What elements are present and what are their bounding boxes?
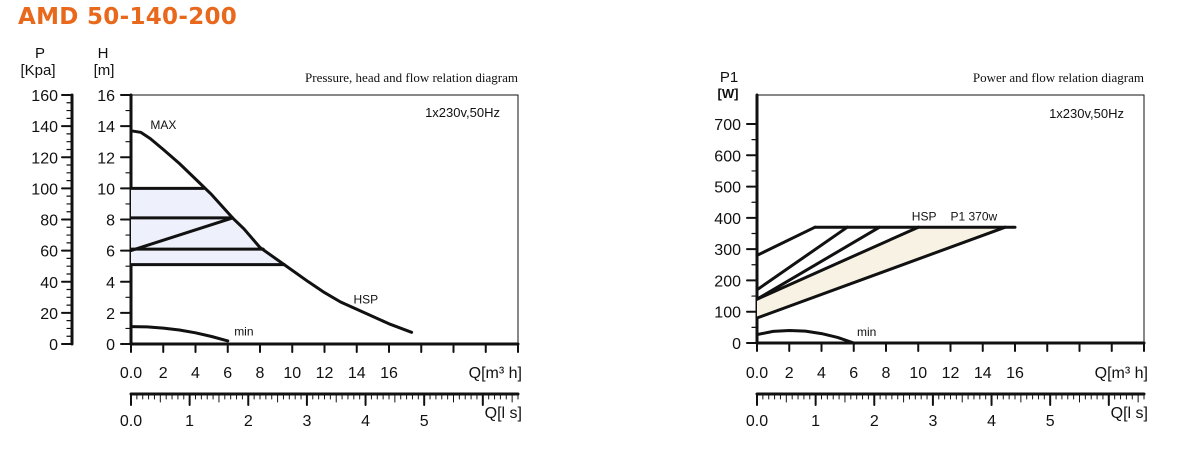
flow-m3h-tick-label: 0.0 [120, 365, 142, 382]
power-tick-label: 400 [714, 211, 741, 228]
pressure-chart-note: 1x230v,50Hz [425, 105, 500, 120]
power-chart-note: 1x230v,50Hz [1049, 106, 1124, 121]
flow-ls-tick-label: 0.0 [120, 413, 142, 430]
flow-ls-tick-label: 1 [185, 413, 194, 430]
power-flow-ls-tick-label: 1 [811, 413, 820, 430]
head-tick-label: 0 [106, 337, 115, 354]
power-p1-label: P1 370w [951, 209, 998, 223]
pressure-tick-label: 80 [40, 213, 58, 230]
flow-ls-tick-label: 5 [420, 413, 429, 430]
power-flow-m3h-axis-label: Q[m³ h] [1095, 365, 1148, 382]
power-hsp-label: HSP [912, 209, 937, 223]
power-flow-m3h-tick-label: 10 [909, 365, 927, 382]
pressure-tick-label: 100 [31, 181, 58, 198]
series-line-hsp [282, 263, 414, 334]
power-series-line [755, 329, 856, 345]
power-flow-m3h-tick-label: 6 [849, 365, 858, 382]
power-tick-label: 200 [714, 273, 741, 290]
head-axis-name: H [98, 45, 109, 62]
pressure-tick-label: 40 [40, 275, 58, 292]
flow-m3h-tick-label: 2 [159, 365, 168, 382]
flow-m3h-axis-label: Q[m³ h] [469, 365, 522, 382]
flow-m3h-tick-label: 8 [256, 365, 265, 382]
pressure-tick-label: 160 [31, 88, 58, 105]
power-axis-unit: [W] [718, 86, 739, 101]
head-tick-label: 16 [97, 88, 115, 105]
power-flow-ls-tick-label: 4 [987, 413, 996, 430]
power-tick-label: 0 [732, 336, 741, 353]
power-tick-label: 500 [714, 180, 741, 197]
flow-m3h-tick-label: 16 [380, 365, 398, 382]
proportional-pressure-line [129, 216, 235, 253]
flow-m3h-tick-label: 4 [191, 365, 200, 382]
power-flow-m3h-tick-label: 2 [785, 365, 794, 382]
power-flow-ls-tick-label: 5 [1046, 413, 1055, 430]
head-tick-label: 4 [106, 275, 115, 292]
power-flow-m3h-tick-label: 8 [882, 365, 891, 382]
power-chart-title: Power and flow relation diagram [973, 70, 1144, 85]
head-tick-label: 6 [106, 244, 115, 261]
series-line-min [129, 325, 230, 343]
power-flow-ls-tick-label: 2 [870, 413, 879, 430]
min-curve-label: min [234, 324, 253, 338]
power-rising-line [755, 225, 1007, 320]
power-rising-line [755, 225, 817, 257]
power-flow-m3h-tick-label: 0.0 [746, 365, 768, 382]
power-flow-ls-tick-label: 3 [928, 413, 937, 430]
power-tick-label: 700 [714, 117, 741, 134]
power-flow-ls-tick-label: 0.0 [746, 413, 768, 430]
head-tick-label: 2 [106, 306, 115, 323]
flow-m3h-tick-label: 12 [316, 365, 334, 382]
pressure-tick-label: 0 [49, 337, 58, 354]
hsp-curve-label: HSP [354, 293, 379, 307]
pressure-chart-title: Pressure, head and flow relation diagram [305, 70, 518, 85]
flow-m3h-tick-label: 14 [348, 365, 366, 382]
power-rising-line [755, 225, 881, 301]
power-flow-ls-axis-label: Q[l s] [1111, 405, 1148, 422]
power-axis-name: P1 [720, 69, 738, 86]
pressure-tick-label: 20 [40, 306, 58, 323]
head-axis-unit: [m] [94, 62, 115, 79]
power-flow-m3h-tick-label: 14 [974, 365, 992, 382]
series-line-max [129, 129, 286, 267]
power-flow-m3h-tick-label: 16 [1006, 365, 1024, 382]
head-tick-label: 12 [97, 150, 115, 167]
power-rising-line [755, 225, 849, 292]
power-flow-m3h-tick-label: 4 [817, 365, 826, 382]
head-tick-label: 8 [106, 213, 115, 230]
power-tick-label: 100 [714, 305, 741, 322]
pressure-axis-unit: [Kpa] [20, 62, 55, 79]
flow-ls-tick-label: 2 [244, 413, 253, 430]
page-title: AMD 50-140-200 [18, 4, 238, 30]
power-rising-line [755, 225, 920, 301]
pressure-tick-label: 60 [40, 244, 58, 261]
head-tick-label: 10 [97, 181, 115, 198]
pressure-tick-label: 140 [31, 119, 58, 136]
flow-ls-tick-label: 4 [361, 413, 370, 430]
power-flow-m3h-tick-label: 12 [942, 365, 960, 382]
flow-m3h-tick-label: 6 [223, 365, 232, 382]
pressure-tick-label: 120 [31, 150, 58, 167]
flow-ls-axis-label: Q[l s] [485, 405, 522, 422]
flow-ls-tick-label: 3 [302, 413, 311, 430]
power-min-label: min [857, 325, 876, 339]
max-curve-label: MAX [150, 118, 176, 132]
flow-m3h-tick-label: 10 [283, 365, 301, 382]
head-tick-label: 14 [97, 119, 115, 136]
power-tick-label: 300 [714, 242, 741, 259]
pressure-axis-name: P [35, 45, 45, 62]
power-tick-label: 600 [714, 148, 741, 165]
